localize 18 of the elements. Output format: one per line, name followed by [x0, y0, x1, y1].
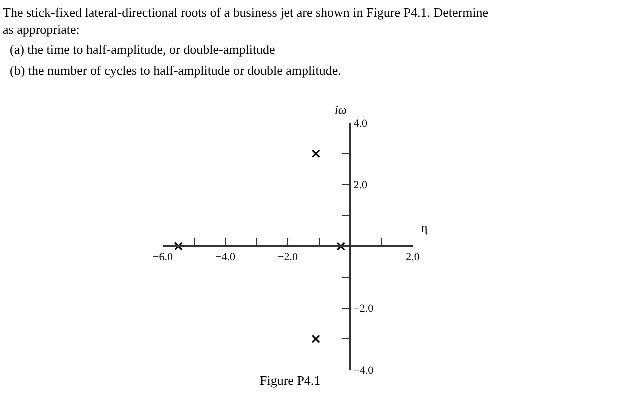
- y-tick-label: −2.0: [354, 303, 374, 316]
- x-tick-label: −4.0: [216, 252, 236, 264]
- point: [312, 334, 320, 344]
- x-tick-label: −2.0: [278, 252, 298, 264]
- x-tick-label: −6.0: [153, 252, 174, 264]
- x-axis-title: η: [421, 220, 428, 235]
- text: (a) the time to half-amplitude, or double-amplitude: [10, 42, 276, 57]
- y-tick-label: 4.0: [354, 118, 368, 130]
- x-tick-label: 2.0: [406, 252, 420, 264]
- y-tick-label: 2.0: [354, 180, 368, 192]
- y-tick-label: −4.0: [354, 364, 374, 377]
- caption: Figure P4.1: [260, 373, 321, 388]
- point: [336, 242, 346, 251]
- chart-title: The stick-fixed lateral-directional roots of a business jet are shown in Figure P4.1. Determine as appropriate:: [3, 5, 489, 37]
- point: [174, 242, 183, 251]
- y-axis-title: iω: [335, 103, 347, 117]
- point: [312, 150, 320, 158]
- text: (b) the number of cycles to half-amplitude or double amplitude.: [10, 63, 342, 78]
